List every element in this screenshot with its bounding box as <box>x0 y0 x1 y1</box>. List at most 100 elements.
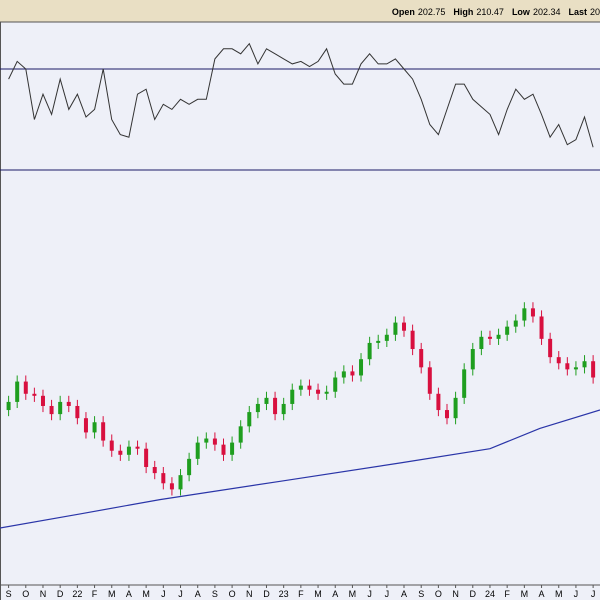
candle-body <box>436 393 441 411</box>
candle-body <box>573 367 578 370</box>
x-tick-label: F <box>504 589 510 599</box>
candle-body <box>565 363 570 370</box>
x-axis-strip <box>0 585 600 600</box>
x-tick-label: S <box>6 589 12 599</box>
candle-body <box>496 334 501 339</box>
candle-body <box>367 342 372 360</box>
header-value: 20 <box>590 7 600 17</box>
x-tick-label: J <box>574 589 579 599</box>
x-tick-label: M <box>108 589 116 599</box>
candle-body <box>169 483 174 490</box>
x-tick-label: M <box>349 589 357 599</box>
candle-body <box>152 467 157 474</box>
candle-body <box>212 438 217 445</box>
x-tick-label: D <box>263 589 270 599</box>
candle-body <box>32 393 37 396</box>
candle-body <box>548 338 553 358</box>
header-value: 202.34 <box>533 7 561 17</box>
candle-body <box>255 403 260 413</box>
x-tick-label: A <box>539 589 545 599</box>
candle-body <box>376 340 381 343</box>
x-tick-label: D <box>57 589 64 599</box>
x-tick-label: S <box>212 589 218 599</box>
candle-body <box>49 405 54 415</box>
candle-body <box>264 397 269 404</box>
candle-body <box>513 320 518 327</box>
candle-body <box>290 389 295 404</box>
indicator-line <box>8 42 594 148</box>
candle-body <box>83 418 88 433</box>
candle-body <box>350 371 355 376</box>
candle-body <box>505 326 510 335</box>
candle-body <box>410 330 415 350</box>
candle-body <box>444 410 449 419</box>
candle-body <box>273 397 278 415</box>
x-tick-label: F <box>298 589 304 599</box>
candle-body <box>66 401 71 406</box>
x-tick-label: J <box>161 589 166 599</box>
candle-body <box>75 405 80 419</box>
x-tick-label: J <box>367 589 372 599</box>
x-tick-label: S <box>418 589 424 599</box>
header-value: 210.47 <box>476 7 504 17</box>
candle-body <box>556 357 561 364</box>
x-tick-label: O <box>22 589 29 599</box>
candle-body <box>402 322 407 331</box>
candle-body <box>341 371 346 378</box>
candle-body <box>247 412 252 427</box>
moving-average <box>0 409 600 529</box>
x-tick-label: J <box>178 589 183 599</box>
candle-body <box>522 308 527 321</box>
x-tick-label: O <box>229 589 236 599</box>
candle-body <box>307 385 312 390</box>
candle-body <box>161 473 166 484</box>
candle-body <box>204 438 209 443</box>
candle-body <box>298 385 303 390</box>
candle-body <box>221 444 226 455</box>
candle-body <box>101 422 106 441</box>
indicator-panel <box>0 22 600 170</box>
candle-body <box>333 377 338 392</box>
x-tick-label: A <box>126 589 132 599</box>
candle-body <box>582 361 587 368</box>
x-tick-label: 22 <box>72 589 82 599</box>
candle-body <box>487 336 492 339</box>
candle-body <box>109 440 114 451</box>
x-tick-label: A <box>332 589 338 599</box>
candle-body <box>359 359 364 376</box>
x-tick-label: D <box>470 589 477 599</box>
candle-body <box>316 389 321 394</box>
x-tick-label: J <box>385 589 390 599</box>
x-tick-label: M <box>314 589 322 599</box>
header-label: Last <box>568 7 587 17</box>
candle-body <box>230 442 235 455</box>
x-tick-label: F <box>92 589 98 599</box>
candle-body <box>530 308 535 317</box>
x-tick-label: M <box>555 589 563 599</box>
candle-body <box>92 422 97 433</box>
price-panel <box>0 170 600 585</box>
x-tick-label: M <box>142 589 150 599</box>
candle-body <box>126 446 131 455</box>
x-tick-label: N <box>40 589 47 599</box>
candle-body <box>539 316 544 339</box>
x-tick-label: N <box>452 589 459 599</box>
header-bar <box>0 0 600 22</box>
candle-body <box>238 426 243 443</box>
candle-body <box>453 397 458 419</box>
header-label: Open <box>392 7 415 17</box>
x-tick-label: N <box>246 589 253 599</box>
candle-body <box>419 349 424 368</box>
candle-body <box>178 475 183 490</box>
candle-body <box>384 334 389 341</box>
candle-body <box>281 403 286 415</box>
candle-body <box>15 381 20 402</box>
candle-body <box>462 369 467 398</box>
candle-body <box>393 322 398 335</box>
candle-body <box>58 401 63 415</box>
candle-body <box>40 395 45 406</box>
candle-body <box>187 458 192 476</box>
x-tick-label: A <box>195 589 201 599</box>
candle-body <box>470 349 475 370</box>
